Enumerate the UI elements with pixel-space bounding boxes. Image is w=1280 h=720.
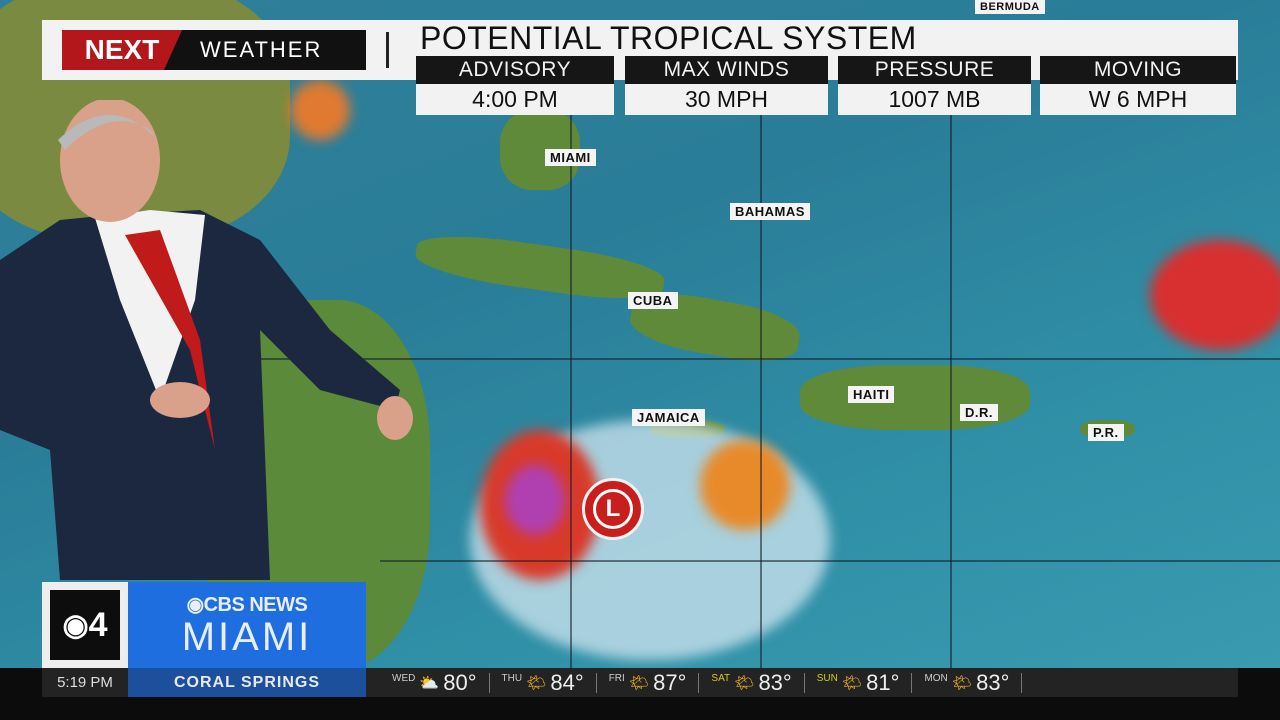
partly-sunny-icon: 🌤 [526,674,547,692]
label-bahamas: BAHAMAS [730,203,810,220]
brand-next: NEXT [62,30,182,70]
grid-line [380,560,1280,562]
channel-number: 4 [88,605,108,644]
stat-label: MAX WINDS [625,56,828,84]
day-label: WED [392,672,416,684]
day-label: MON [924,672,948,684]
brand-weather: WEATHER [200,37,323,62]
forecast-day: MON 🌤 83° [924,669,1023,695]
forecast-day: SAT 🌤 83° [711,669,805,695]
stat-advisory: ADVISORY 4:00 PM [416,56,614,115]
forecast-day: THU 🌤 84° [501,669,597,695]
temperature: 80° [443,669,477,695]
forecast-strip: WED ⛅ 80° THU 🌤 84° FRI 🌤 87° SAT 🌤 83° SUN 🌤 81° … [392,668,1034,697]
label-haiti: HAITI [848,386,895,403]
grid-line [950,110,952,668]
storm-cell [700,440,790,530]
low-pressure-icon: L [582,478,644,540]
network-name: CBS NEWS [203,594,308,616]
stat-label: PRESSURE [838,56,1031,84]
stat-moving: MOVING W 6 MPH [1040,56,1236,115]
clock: 5:19 PM [57,674,113,691]
temperature: 81° [866,669,900,695]
low-letter: L [593,489,633,529]
next-weather-logo: NEXT WEATHER [62,30,366,70]
stat-max-winds: MAX WINDS 30 MPH [625,56,828,115]
forecast-day: FRI 🌤 87° [608,669,700,695]
day-label: SUN [816,672,838,684]
stat-label: MOVING [1040,56,1236,84]
stat-value: 30 MPH [625,84,828,115]
meteorologist [0,100,413,580]
day-label: THU [501,672,523,684]
divider [386,32,389,68]
day-label: FRI [608,672,625,684]
temperature: 87° [653,669,687,695]
label-miami: MIAMI [545,149,596,166]
stat-value: W 6 MPH [1040,84,1236,115]
label-pr: P.R. [1088,424,1124,441]
label-dr: D.R. [960,404,998,421]
label-jamaica: JAMAICA [632,409,705,426]
stat-pressure: PRESSURE 1007 MB [838,56,1031,115]
stat-value: 1007 MB [838,84,1031,115]
temperature: 83° [976,669,1010,695]
grid-line [760,110,762,668]
grid-line [570,110,572,668]
day-label: SAT [711,672,731,684]
label-bermuda: BERMUDA [975,0,1045,14]
page-title: POTENTIAL TROPICAL SYSTEM [420,20,917,56]
stat-value: 4:00 PM [416,84,614,115]
cbs-news-miami-logo: ◉CBS NEWS MIAMI [128,582,366,668]
partly-cloudy-icon: ⛅ [419,674,440,692]
storm-center [505,465,565,535]
storm-north [290,80,350,140]
partly-sunny-icon: 🌤 [841,674,863,692]
temperature: 83° [758,669,792,695]
temperature: 84° [550,669,584,695]
cbs4-logo: ◉ 4 [42,582,128,668]
partly-sunny-icon: 🌤 [951,674,973,692]
forecast-day: SUN 🌤 81° [816,669,913,695]
stat-label: ADVISORY [416,56,614,84]
storm-east [1150,240,1280,350]
forecast-day: WED ⛅ 80° [392,669,490,695]
partly-sunny-icon: 🌤 [734,674,755,692]
grid-line [250,358,1280,360]
label-cuba: CUBA [628,292,678,309]
location: CORAL SPRINGS [128,668,366,697]
city-name: MIAMI [181,615,313,659]
cbs-eye-icon: ◉ [186,594,204,616]
partly-sunny-icon: 🌤 [628,674,650,692]
